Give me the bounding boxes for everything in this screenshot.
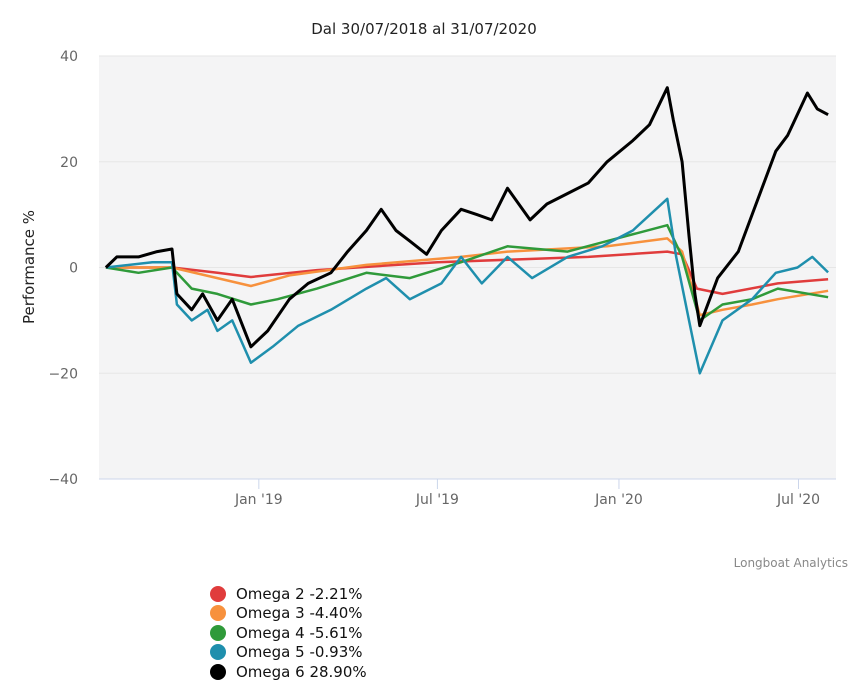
credit-link[interactable]: Longboat Analytics [734,556,848,570]
legend-marker-icon [210,624,226,641]
legend-item[interactable]: Omega 3 -4.40% [210,604,367,624]
legend-label: Omega 3 -4.40% [236,604,363,623]
legend-marker-icon [210,585,226,602]
legend-label: Omega 5 -0.93% [236,643,363,662]
legend-marker-icon [210,605,226,622]
x-tick-label: Jan '20 [594,492,643,508]
legend-label: Omega 6 28.90% [236,662,367,681]
legend: Omega 2 -2.21% Omega 3 -4.40% Omega 4 -5.6… [210,584,367,682]
legend-item[interactable]: Omega 5 -0.93% [210,643,367,663]
legend-label: Omega 4 -5.61% [236,623,363,642]
y-tick-label: −40 [48,472,78,488]
series-line-omega-5[interactable] [105,197,829,375]
x-tick-label: Jan '19 [234,492,283,508]
series-line-omega-3[interactable] [105,237,829,317]
series-line-omega-4[interactable] [105,223,829,322]
y-tick-label: 40 [60,49,78,65]
legend-marker-icon [210,644,226,661]
y-tick-label: −20 [48,366,78,382]
series-line-omega-2[interactable] [105,250,829,296]
x-tick-label: Jul '19 [415,492,459,508]
y-tick-label: 0 [69,261,78,277]
series-line-omega-6[interactable] [104,86,829,349]
legend-item[interactable]: Omega 2 -2.21% [210,584,367,604]
legend-item[interactable]: Omega 6 28.90% [210,662,367,682]
y-tick-label: 20 [60,155,78,171]
x-tick-label: Jul '20 [776,492,820,508]
legend-marker-icon [210,663,226,680]
y-axis-label: Performance % [20,210,38,324]
legend-item[interactable]: Omega 4 -5.61% [210,623,367,643]
chart-title: Dal 30/07/2018 al 31/07/2020 [311,20,536,38]
legend-label: Omega 2 -2.21% [236,584,363,603]
